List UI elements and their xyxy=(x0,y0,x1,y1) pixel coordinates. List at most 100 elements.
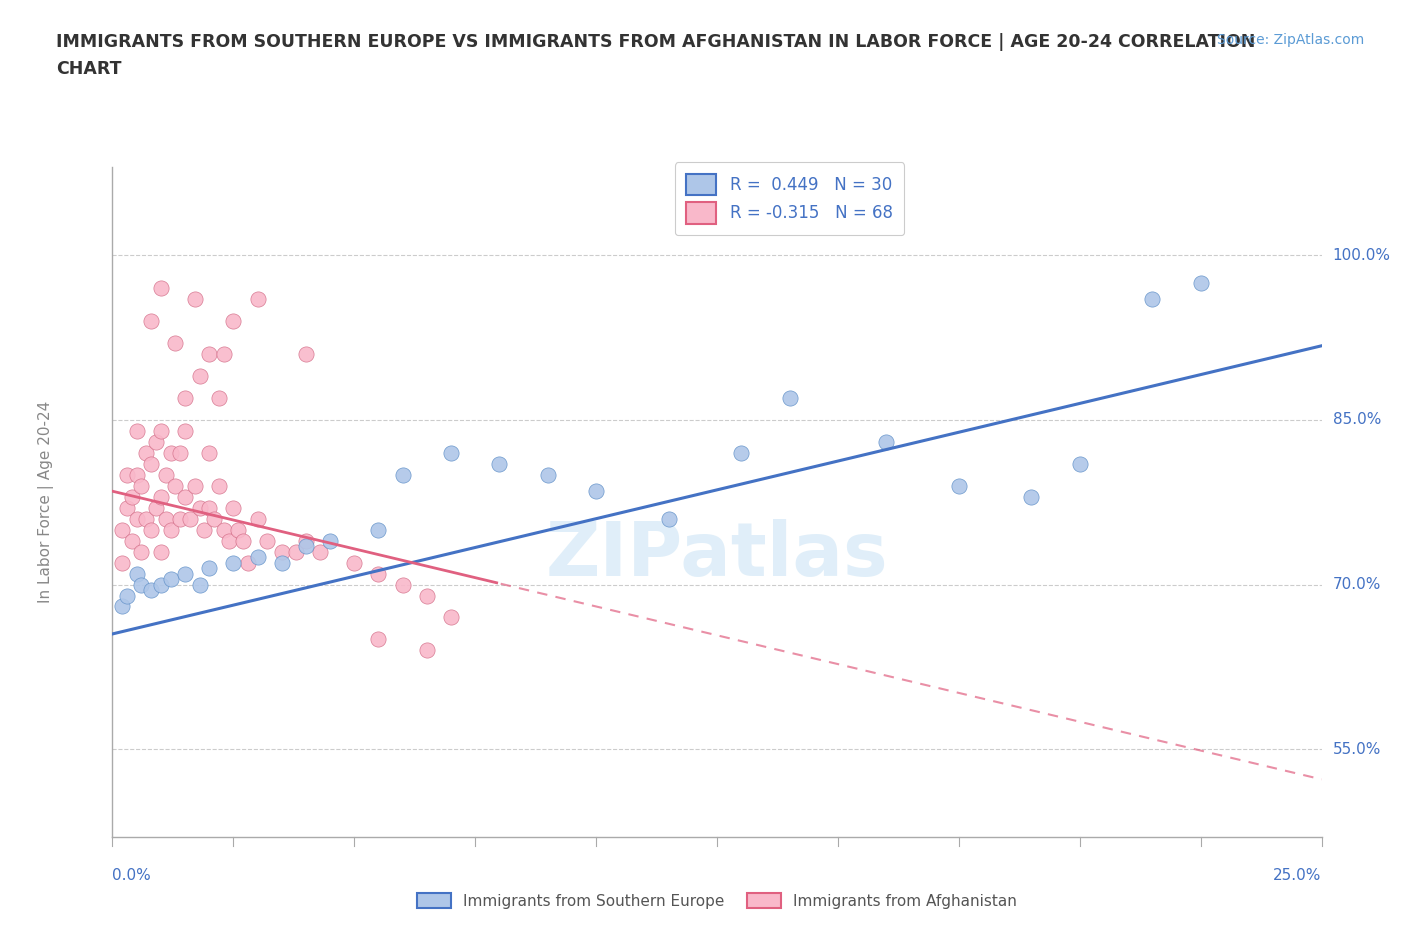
Point xyxy=(149,281,172,296)
Point xyxy=(295,533,318,548)
Point xyxy=(198,561,221,576)
Point xyxy=(115,467,138,482)
Point xyxy=(1142,292,1164,307)
Text: 100.0%: 100.0% xyxy=(1333,247,1391,262)
Text: Source: ZipAtlas.com: Source: ZipAtlas.com xyxy=(1216,33,1364,46)
Point xyxy=(779,391,801,405)
Point xyxy=(367,566,389,581)
Text: 85.0%: 85.0% xyxy=(1333,412,1381,428)
Text: ZIPatlas: ZIPatlas xyxy=(546,519,889,592)
Point xyxy=(391,578,413,592)
Point xyxy=(188,368,211,383)
Point xyxy=(149,544,172,559)
Point xyxy=(198,500,221,515)
Point xyxy=(319,533,342,548)
Point xyxy=(188,578,211,592)
Point xyxy=(416,588,439,603)
Point xyxy=(183,292,205,307)
Point xyxy=(232,533,254,548)
Point xyxy=(208,391,231,405)
Point xyxy=(149,578,172,592)
Point xyxy=(367,523,389,538)
Text: 55.0%: 55.0% xyxy=(1333,742,1381,757)
Point xyxy=(131,544,153,559)
Point xyxy=(131,578,153,592)
Point xyxy=(141,582,163,597)
Point xyxy=(488,457,510,472)
Point xyxy=(115,500,138,515)
Point xyxy=(218,533,240,548)
Point xyxy=(165,336,187,351)
Point xyxy=(285,544,308,559)
Point xyxy=(111,599,134,614)
Point xyxy=(125,512,148,526)
Point xyxy=(537,467,560,482)
Point xyxy=(115,588,138,603)
Point xyxy=(155,467,177,482)
Point xyxy=(141,313,163,328)
Point xyxy=(159,572,181,587)
Point xyxy=(193,523,215,538)
Point xyxy=(222,555,245,570)
Point xyxy=(111,523,134,538)
Point xyxy=(188,500,211,515)
Point xyxy=(948,478,970,493)
Point xyxy=(169,512,191,526)
Point xyxy=(159,523,181,538)
Point xyxy=(658,512,681,526)
Point xyxy=(121,533,143,548)
Point xyxy=(125,566,148,581)
Point xyxy=(295,347,318,362)
Point xyxy=(145,500,167,515)
Point xyxy=(1021,489,1043,504)
Point xyxy=(295,538,318,553)
Text: 0.0%: 0.0% xyxy=(112,868,152,883)
Point xyxy=(256,533,278,548)
Point xyxy=(875,434,897,449)
Point xyxy=(141,523,163,538)
Text: In Labor Force | Age 20-24: In Labor Force | Age 20-24 xyxy=(38,401,53,604)
Point xyxy=(149,489,172,504)
Point xyxy=(270,544,292,559)
Point xyxy=(585,484,607,498)
Point xyxy=(222,500,245,515)
Point xyxy=(416,643,439,658)
Point xyxy=(198,445,221,460)
Point xyxy=(212,347,235,362)
Point xyxy=(1189,275,1212,290)
Point xyxy=(174,489,197,504)
Point xyxy=(440,445,463,460)
Point xyxy=(131,478,153,493)
Point xyxy=(440,610,463,625)
Point xyxy=(246,550,269,565)
Point xyxy=(343,555,366,570)
Point xyxy=(367,632,389,647)
Point xyxy=(125,467,148,482)
Point xyxy=(135,445,157,460)
Point xyxy=(246,292,269,307)
Point xyxy=(145,434,167,449)
Point xyxy=(222,313,245,328)
Point xyxy=(270,555,292,570)
Point xyxy=(730,445,752,460)
Point xyxy=(236,555,259,570)
Point xyxy=(212,523,235,538)
Legend: Immigrants from Southern Europe, Immigrants from Afghanistan: Immigrants from Southern Europe, Immigra… xyxy=(409,885,1025,916)
Point xyxy=(183,478,205,493)
Point xyxy=(155,512,177,526)
Point xyxy=(174,391,197,405)
Point xyxy=(246,512,269,526)
Text: CHART: CHART xyxy=(56,60,122,78)
Point xyxy=(169,445,191,460)
Point xyxy=(174,566,197,581)
Text: IMMIGRANTS FROM SOUTHERN EUROPE VS IMMIGRANTS FROM AFGHANISTAN IN LABOR FORCE | : IMMIGRANTS FROM SOUTHERN EUROPE VS IMMIG… xyxy=(56,33,1256,50)
Point xyxy=(159,445,181,460)
Point xyxy=(111,555,134,570)
Point xyxy=(391,467,413,482)
Point xyxy=(174,423,197,438)
Point xyxy=(141,457,163,472)
Point xyxy=(1069,457,1091,472)
Point xyxy=(179,512,201,526)
Point xyxy=(226,523,249,538)
Text: 70.0%: 70.0% xyxy=(1333,577,1381,592)
